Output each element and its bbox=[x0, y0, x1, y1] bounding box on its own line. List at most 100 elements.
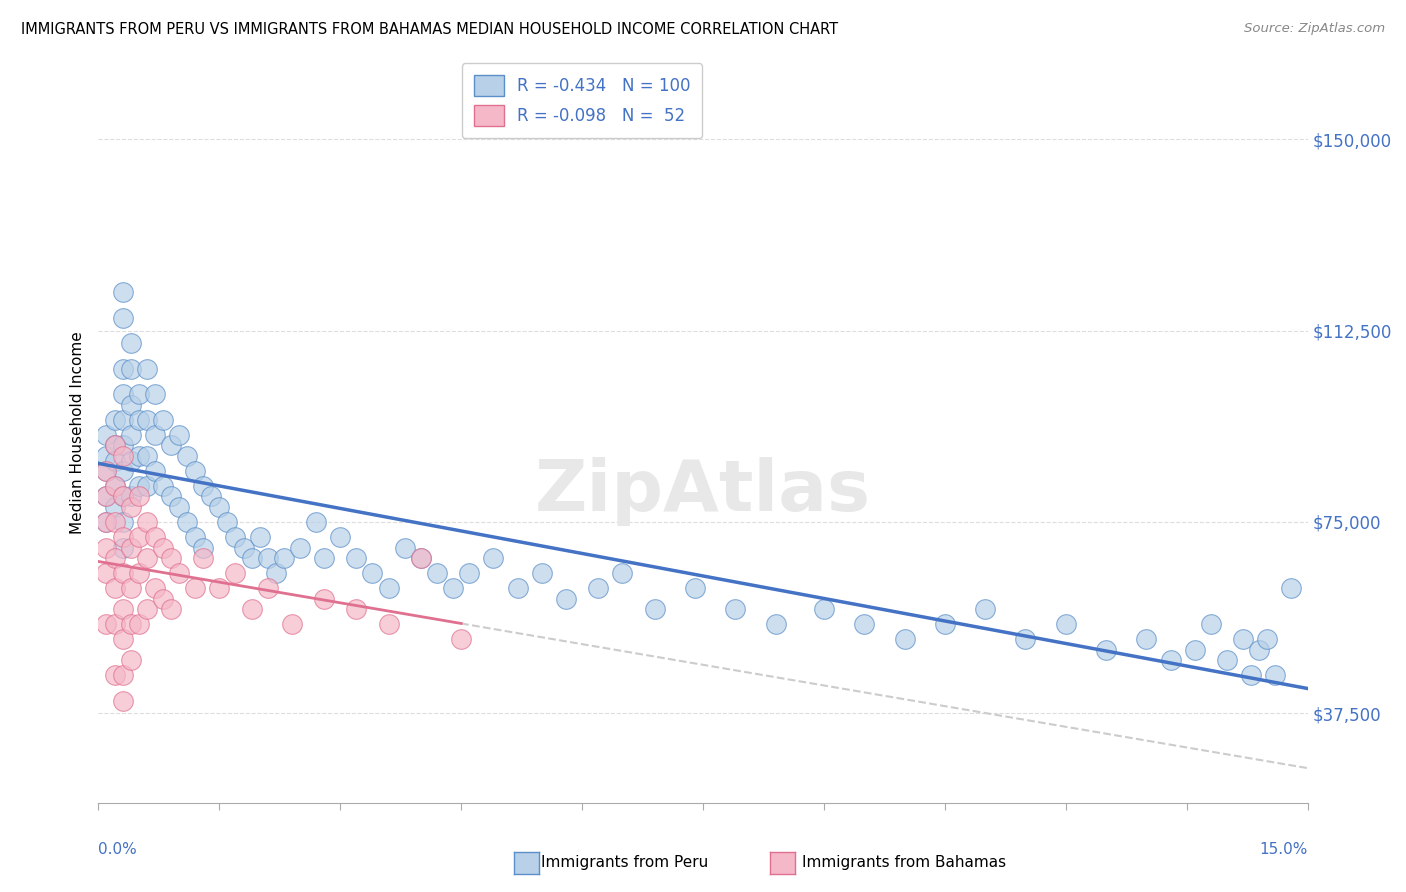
Point bbox=[103, 515, 125, 529]
Point bbox=[344, 550, 367, 565]
Point bbox=[193, 479, 215, 493]
Point bbox=[111, 449, 134, 463]
Point bbox=[1014, 632, 1036, 647]
Point bbox=[586, 582, 609, 596]
Point bbox=[273, 550, 295, 565]
Point bbox=[249, 530, 271, 544]
Point bbox=[555, 591, 578, 606]
Point bbox=[813, 601, 835, 615]
Point bbox=[111, 566, 134, 580]
Point bbox=[208, 582, 231, 596]
Point bbox=[111, 601, 134, 615]
Point bbox=[120, 617, 142, 632]
Point bbox=[111, 490, 134, 504]
Point bbox=[200, 490, 222, 504]
Point bbox=[314, 591, 336, 606]
Point bbox=[128, 479, 150, 493]
Point bbox=[256, 550, 278, 565]
Point bbox=[111, 310, 134, 325]
Point bbox=[152, 479, 174, 493]
Point bbox=[128, 387, 150, 401]
Point bbox=[288, 541, 311, 555]
Point bbox=[135, 601, 157, 615]
Point bbox=[96, 449, 118, 463]
Text: Immigrants from Peru: Immigrants from Peru bbox=[541, 855, 709, 870]
Point bbox=[103, 617, 125, 632]
Point bbox=[264, 566, 287, 580]
Point bbox=[103, 479, 125, 493]
Point bbox=[111, 285, 134, 300]
Point bbox=[409, 550, 432, 565]
Point bbox=[506, 582, 529, 596]
Point bbox=[143, 464, 166, 478]
Point bbox=[111, 515, 134, 529]
Text: Source: ZipAtlas.com: Source: ZipAtlas.com bbox=[1244, 22, 1385, 36]
Point bbox=[96, 515, 118, 529]
Point bbox=[441, 582, 464, 596]
Point bbox=[111, 541, 134, 555]
Point bbox=[103, 479, 125, 493]
Point bbox=[409, 550, 432, 565]
Point bbox=[128, 617, 150, 632]
Point bbox=[135, 550, 157, 565]
Point bbox=[1232, 632, 1254, 647]
Point bbox=[128, 449, 150, 463]
Point bbox=[128, 413, 150, 427]
Point bbox=[96, 464, 118, 478]
Point bbox=[184, 530, 207, 544]
Point bbox=[96, 490, 118, 504]
Point bbox=[96, 490, 118, 504]
Point bbox=[103, 550, 125, 565]
Point bbox=[103, 500, 125, 514]
Text: ZipAtlas: ZipAtlas bbox=[536, 458, 870, 526]
Point bbox=[314, 550, 336, 565]
Point bbox=[176, 515, 198, 529]
Text: 15.0%: 15.0% bbox=[1260, 842, 1308, 856]
Point bbox=[1184, 642, 1206, 657]
Point bbox=[111, 464, 134, 478]
Point bbox=[1095, 642, 1118, 657]
Text: 0.0%: 0.0% bbox=[98, 842, 138, 856]
Point bbox=[184, 582, 207, 596]
Point bbox=[111, 668, 134, 682]
Point bbox=[152, 541, 174, 555]
Point bbox=[1256, 632, 1278, 647]
Point bbox=[96, 566, 118, 580]
Point bbox=[683, 582, 706, 596]
Point bbox=[167, 566, 190, 580]
Point bbox=[1281, 582, 1303, 596]
Point bbox=[160, 550, 183, 565]
Point bbox=[224, 530, 246, 544]
Point bbox=[612, 566, 634, 580]
Point bbox=[120, 653, 142, 667]
Point bbox=[111, 490, 134, 504]
Point bbox=[120, 490, 142, 504]
Point bbox=[240, 601, 263, 615]
Point bbox=[208, 500, 231, 514]
Point bbox=[644, 601, 666, 615]
Point bbox=[217, 515, 239, 529]
Point bbox=[934, 617, 956, 632]
Point bbox=[120, 428, 142, 442]
Point bbox=[103, 413, 125, 427]
Point bbox=[143, 530, 166, 544]
Point bbox=[120, 453, 142, 467]
Text: Immigrants from Bahamas: Immigrants from Bahamas bbox=[803, 855, 1007, 870]
Point bbox=[143, 582, 166, 596]
Point bbox=[128, 566, 150, 580]
Point bbox=[193, 541, 215, 555]
Point bbox=[96, 541, 118, 555]
Point bbox=[974, 601, 997, 615]
Point bbox=[120, 582, 142, 596]
Point bbox=[377, 617, 399, 632]
Point bbox=[128, 530, 150, 544]
Text: IMMIGRANTS FROM PERU VS IMMIGRANTS FROM BAHAMAS MEDIAN HOUSEHOLD INCOME CORRELAT: IMMIGRANTS FROM PERU VS IMMIGRANTS FROM … bbox=[21, 22, 838, 37]
Point bbox=[256, 582, 278, 596]
Point bbox=[120, 541, 142, 555]
Point bbox=[240, 550, 263, 565]
Point bbox=[111, 530, 134, 544]
Point bbox=[394, 541, 416, 555]
Point bbox=[344, 601, 367, 615]
Point bbox=[111, 438, 134, 452]
Point bbox=[765, 617, 787, 632]
